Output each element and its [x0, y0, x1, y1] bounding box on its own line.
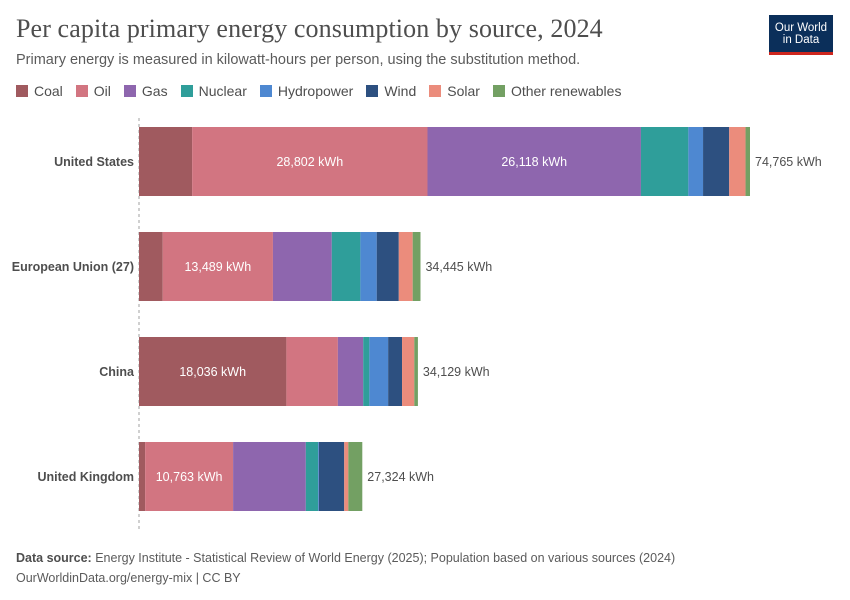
chart-subtitle: Primary energy is measured in kilowatt-h… — [16, 52, 581, 68]
bar-segment-china-oil[interactable] — [286, 337, 338, 406]
data-label-united-kingdom-oil: 10,763 kWh — [156, 470, 223, 484]
chart-legend: Coal Oil Gas Nuclear Hydropower Wind Solar Othe… — [16, 83, 634, 99]
bar-segment-united-kingdom-wind[interactable] — [318, 442, 345, 511]
legend-label: Other renewables — [510, 83, 622, 99]
legend-swatch-coal — [16, 85, 28, 97]
legend-label: Solar — [447, 83, 480, 99]
category-label-united-states: United States — [54, 155, 134, 169]
bar-segment-united-kingdom-other-renewables[interactable] — [348, 442, 363, 511]
bar-segment-european-union-27-nuclear[interactable] — [331, 232, 361, 301]
bar-segment-china-solar[interactable] — [402, 337, 415, 406]
data-source-label: Data source: — [16, 551, 92, 565]
legend-swatch-oil — [75, 85, 88, 97]
bar-segment-china-other-renewables[interactable] — [414, 337, 418, 406]
data-label-united-states-gas: 26,118 kWh — [501, 155, 567, 169]
data-label-european-union-27-oil: 13,489 kWh — [184, 260, 251, 274]
chart-title: Per capita primary energy consumption by… — [16, 14, 603, 43]
legend-swatch-gas — [123, 85, 136, 97]
legend-swatch-wind — [366, 85, 379, 97]
bar-segment-united-states-solar[interactable] — [729, 127, 746, 196]
bar-segment-european-union-27-solar[interactable] — [398, 232, 413, 301]
logo-line-1: Our World — [774, 21, 828, 34]
bar-segment-united-kingdom-nuclear[interactable] — [305, 442, 319, 511]
bar-segment-european-union-27-coal[interactable] — [139, 232, 163, 301]
bar-segment-china-coal[interactable] — [139, 337, 287, 406]
legend-item-coal[interactable]: Coal — [16, 83, 63, 99]
bar-segment-united-kingdom-gas[interactable] — [233, 442, 306, 511]
stacked-bar-chart: United States 28,802 kWh 26,118 kWh 74,765 … — [12, 118, 822, 530]
bar-segment-united-states-wind[interactable] — [703, 127, 730, 196]
legend-item-other-renewables[interactable]: Other renewables — [492, 83, 622, 99]
category-label-china: China — [99, 365, 135, 379]
bar-segment-european-union-27-oil[interactable] — [162, 232, 273, 301]
total-label-united-states: 74,765 kWh — [755, 155, 822, 169]
total-label-china: 34,129 kWh — [423, 365, 490, 379]
legend-label: Gas — [141, 83, 168, 99]
bar-segment-united-states-hydropower[interactable] — [688, 127, 704, 196]
url-license[interactable]: OurWorldinData.org/energy-mix | CC BY — [16, 571, 241, 585]
owid-logo[interactable]: Our World in Data — [769, 15, 833, 55]
legend-label: Wind — [384, 83, 417, 99]
data-source-text: Energy Institute - Statistical Review of… — [95, 551, 676, 565]
category-label-european-union-27: European Union (27) — [12, 260, 134, 274]
bar-segment-united-states-nuclear[interactable] — [640, 127, 689, 196]
bar-segment-european-union-27-hydropower[interactable] — [360, 232, 377, 301]
legend-item-gas[interactable]: Gas — [123, 83, 168, 99]
category-label-united-kingdom: United Kingdom — [37, 470, 134, 484]
total-label-european-union-27: 34,445 kWh — [425, 260, 492, 274]
legend-item-solar[interactable]: Solar — [429, 83, 480, 99]
legend-swatch-hydropower — [259, 85, 272, 97]
chart-footer: Data source: Energy Institute - Statisti… — [16, 548, 675, 588]
bar-segment-united-states-gas[interactable] — [427, 127, 641, 196]
bar-segment-united-states-coal[interactable] — [139, 127, 193, 196]
legend-item-oil[interactable]: Oil — [75, 83, 111, 99]
legend-swatch-other-renewables — [492, 85, 505, 97]
bar-segment-united-kingdom-solar[interactable] — [344, 442, 349, 511]
bar-segment-china-hydropower[interactable] — [369, 337, 389, 406]
legend-label: Coal — [34, 83, 63, 99]
bar-segment-china-wind[interactable] — [388, 337, 403, 406]
bar-segment-united-kingdom-hydropower[interactable] — [318, 442, 319, 511]
logo-line-2: in Data — [782, 33, 820, 46]
legend-label: Nuclear — [198, 83, 247, 99]
legend-item-hydropower[interactable]: Hydropower — [259, 83, 354, 99]
bar-segment-european-union-27-other-renewables[interactable] — [412, 232, 421, 301]
legend-swatch-nuclear — [180, 85, 193, 97]
bar-segment-united-kingdom-oil[interactable] — [145, 442, 234, 511]
data-label-united-states-oil: 28,802 kWh — [276, 155, 343, 169]
bar-segment-european-union-27-gas[interactable] — [272, 232, 332, 301]
legend-swatch-solar — [429, 85, 442, 97]
bar-segment-united-states-other-renewables[interactable] — [745, 127, 750, 196]
legend-item-wind[interactable]: Wind — [366, 83, 416, 99]
bar-segment-china-gas[interactable] — [337, 337, 364, 406]
bar-segment-european-union-27-wind[interactable] — [376, 232, 399, 301]
legend-label: Oil — [93, 83, 111, 99]
legend-label: Hydropower — [277, 83, 354, 99]
bar-segment-united-kingdom-coal[interactable] — [139, 442, 146, 511]
bar-segment-china-nuclear[interactable] — [363, 337, 370, 406]
total-label-united-kingdom: 27,324 kWh — [367, 470, 434, 484]
legend-item-nuclear[interactable]: Nuclear — [180, 83, 247, 99]
data-label-china-coal: 18,036 kWh — [179, 365, 246, 379]
bar-segment-united-states-oil[interactable] — [192, 127, 428, 196]
